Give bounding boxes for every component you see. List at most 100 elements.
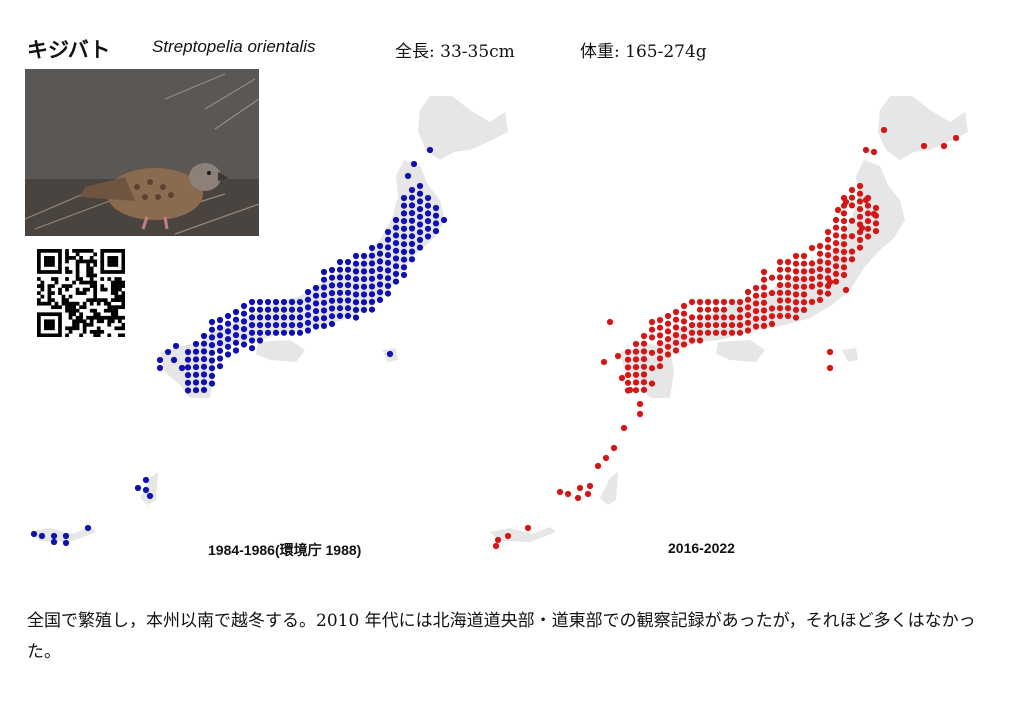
survey-dot-map1 <box>392 263 400 270</box>
survey-dot-map1 <box>240 302 248 310</box>
survey-dot-map2 <box>792 299 800 306</box>
survey-dot-map2 <box>768 274 776 281</box>
land-shape <box>878 96 968 160</box>
survey-dot-map1 <box>416 213 424 220</box>
qr-code-icon[interactable] <box>37 249 125 337</box>
survey-dot-map2 <box>704 298 712 306</box>
survey-dot-map1 <box>392 232 400 239</box>
survey-dot-map1 <box>200 356 208 363</box>
survey-dot-map2 <box>664 328 672 335</box>
survey-dot-map2 <box>848 217 856 224</box>
survey-dot-map2 <box>696 306 704 313</box>
survey-dot-map1 <box>336 274 344 281</box>
survey-dot-map2 <box>664 312 672 320</box>
survey-dot-map2 <box>870 148 878 156</box>
survey-dot-map1 <box>296 306 304 313</box>
survey-dot-map1 <box>336 312 344 319</box>
survey-dot-map2 <box>824 252 832 259</box>
survey-dot-map2 <box>672 332 680 339</box>
survey-dot-map2 <box>624 364 632 371</box>
survey-dot-map1 <box>38 532 46 540</box>
survey-dot-map2 <box>752 315 760 322</box>
survey-dot-map2 <box>800 252 808 260</box>
survey-dot-map2 <box>760 299 768 306</box>
survey-dot-map1 <box>320 322 328 329</box>
survey-dot-map2 <box>680 310 688 317</box>
survey-dot-map2 <box>826 364 834 372</box>
survey-dot-map2 <box>872 228 880 235</box>
survey-dot-map2 <box>856 244 864 251</box>
survey-dot-map2 <box>816 273 824 280</box>
survey-dot-map2 <box>640 348 648 355</box>
bird-photo <box>25 69 259 236</box>
survey-dot-map2 <box>862 196 870 204</box>
survey-dot-map2 <box>768 290 776 297</box>
survey-dot-map1 <box>142 486 150 494</box>
survey-dot-map2 <box>776 312 784 319</box>
survey-dot-map1 <box>384 252 392 259</box>
survey-dot-map2 <box>712 329 720 336</box>
body-weight: 体重: 165-274g <box>580 42 707 62</box>
survey-dot-map1 <box>304 327 312 334</box>
survey-dot-map2 <box>760 276 768 283</box>
survey-dot-map2 <box>632 371 640 378</box>
survey-dot-map2 <box>840 233 848 240</box>
survey-dot-map1 <box>142 476 150 484</box>
survey-dot-map2 <box>784 305 792 312</box>
survey-dot-map1 <box>352 283 360 290</box>
survey-dot-map1 <box>200 332 208 340</box>
survey-dot-map2 <box>760 307 768 314</box>
survey-dot-map2 <box>736 298 744 306</box>
survey-dot-map1 <box>408 248 416 255</box>
survey-dot-map2 <box>744 304 752 311</box>
survey-dot-map2 <box>864 225 872 232</box>
land-shape <box>842 348 858 362</box>
survey-dot-map1 <box>376 296 384 303</box>
survey-dot-map2 <box>808 298 816 305</box>
survey-dot-map1 <box>352 291 360 298</box>
survey-dot-map1 <box>200 371 208 378</box>
survey-dot-map2 <box>800 299 808 306</box>
survey-dot-map1 <box>232 332 240 339</box>
survey-dot-map1 <box>408 225 416 232</box>
species-name-jp: キジバト <box>27 38 111 62</box>
survey-dot-map1 <box>360 276 368 283</box>
survey-dot-map2 <box>672 339 680 346</box>
survey-dot-map2 <box>752 292 760 299</box>
survey-dot-map2 <box>856 206 864 213</box>
survey-dot-map1 <box>50 538 58 546</box>
survey-dot-map1 <box>312 300 320 307</box>
survey-dot-map2 <box>640 363 648 370</box>
survey-dot-map2 <box>832 232 840 239</box>
survey-dot-map2 <box>664 336 672 343</box>
survey-dot-map1 <box>232 339 240 346</box>
survey-dot-map1 <box>208 380 216 387</box>
survey-dot-map1 <box>192 364 200 371</box>
survey-dot-map1 <box>208 326 216 333</box>
survey-dot-map2 <box>784 266 792 273</box>
survey-dot-map1 <box>208 372 216 379</box>
survey-dot-map2 <box>800 283 808 290</box>
survey-dot-map2 <box>640 379 648 386</box>
survey-dot-map1 <box>416 229 424 236</box>
survey-dot-map1 <box>248 329 256 336</box>
survey-dot-map2 <box>848 256 856 263</box>
survey-dot-map2 <box>848 186 856 194</box>
survey-dot-map2 <box>816 281 824 288</box>
survey-dot-map1 <box>384 244 392 251</box>
survey-dot-map2 <box>824 267 832 274</box>
survey-dot-map2 <box>744 288 752 296</box>
survey-dot-map1 <box>84 524 92 532</box>
survey-dot-map1 <box>368 306 376 313</box>
survey-dot-map2 <box>808 260 816 267</box>
survey-dot-map1 <box>360 306 368 313</box>
survey-dot-map1 <box>216 324 224 331</box>
survey-dot-map1 <box>368 268 376 275</box>
survey-dot-map1 <box>296 329 304 336</box>
survey-dot-map2 <box>784 274 792 281</box>
survey-dot-map1 <box>408 217 416 224</box>
survey-dot-map2 <box>680 333 688 340</box>
survey-dot-map2 <box>840 241 848 248</box>
survey-dot-map2 <box>720 329 728 336</box>
survey-dot-map2 <box>824 259 832 266</box>
